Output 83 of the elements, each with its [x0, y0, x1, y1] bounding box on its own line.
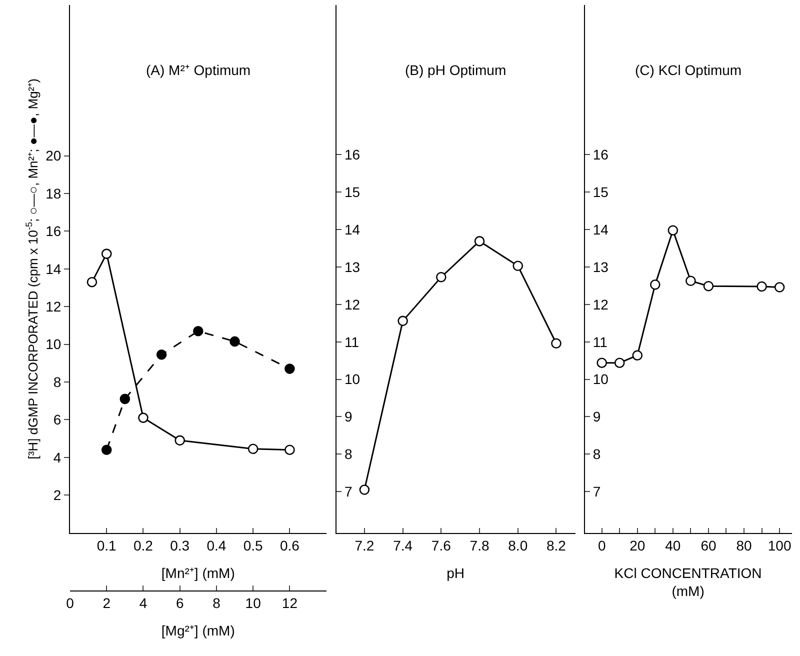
x-tick-label: 7.8	[470, 538, 490, 554]
y-tick-label: 18	[46, 185, 62, 202]
point	[774, 282, 785, 292]
y-tick-label: 9	[344, 408, 352, 425]
x2-tick-label: 8	[212, 595, 221, 612]
point	[138, 412, 148, 423]
x2-tick-label: 4	[139, 595, 148, 612]
x-tick-label: 8.0	[508, 538, 528, 554]
x-tick-label: 40	[665, 538, 681, 554]
point	[174, 435, 185, 446]
y-tick-label: 14	[344, 221, 360, 238]
point	[668, 225, 678, 236]
y-tick-label: 12	[592, 296, 609, 312]
y-tick-label: 10	[344, 371, 360, 388]
y-tick-label: 16	[46, 223, 62, 240]
point	[650, 279, 660, 290]
point	[436, 272, 446, 282]
y-tick-label: 8	[53, 374, 62, 390]
y-tick-label: 7	[592, 484, 601, 500]
y-tick-label: 15	[592, 184, 609, 200]
y-tick-label: 6	[53, 412, 62, 428]
point	[398, 316, 408, 326]
x-tick-label: 7.4	[393, 538, 413, 554]
point	[703, 280, 714, 292]
x-axis-title: [Mn²⁺] (mM)	[161, 564, 235, 581]
y-tick-label: 16	[344, 146, 360, 163]
y-tick-label: 8	[344, 446, 352, 462]
x-tick-label: 60	[700, 538, 716, 554]
x-axis-title: pH	[446, 564, 464, 581]
y-tick-label: 13	[592, 258, 609, 275]
x2-tick-label: 6	[176, 595, 184, 612]
x-tick-label: 8.2	[546, 538, 566, 554]
y-tick-label: 14	[46, 260, 62, 277]
y-tick-label: 13	[344, 258, 360, 275]
point	[551, 338, 562, 349]
point	[248, 444, 258, 454]
x-tick-label: 7.6	[431, 538, 452, 554]
text: (C) KCl Optimum	[635, 62, 742, 78]
y-tick-label: 12	[46, 298, 62, 314]
y-tick-label: 10	[592, 371, 609, 388]
point	[596, 358, 607, 368]
x2-axis-title: [Mg²⁺] (mM)	[161, 622, 235, 638]
y-tick-label: 9	[592, 408, 601, 425]
point	[632, 350, 643, 361]
x-tick-label: 7.2	[354, 538, 374, 554]
point	[86, 276, 98, 288]
y-tick-label: 15	[344, 184, 360, 200]
x-tick-label: 0.5	[243, 538, 264, 554]
y-tick-label: 4	[53, 449, 62, 466]
y-tick-label: 10	[46, 336, 62, 352]
y-tick-label: 11	[344, 334, 360, 350]
y-tick-label: 16	[592, 146, 609, 163]
y-tick-label: 8	[592, 446, 601, 462]
point	[359, 484, 370, 495]
point	[686, 276, 696, 286]
x-axis-title: KCl CONCENTRATION (mM)	[614, 564, 762, 600]
text: (A) M²⁺ Optimum	[146, 62, 251, 78]
x-tick-label: 0.2	[133, 538, 154, 554]
y-tick-label: 11	[592, 334, 608, 350]
y-tick-label: 7	[344, 484, 352, 500]
x2-tick-label: 0	[66, 595, 74, 612]
x-tick-label: 20	[630, 538, 646, 554]
x-tick-label: 100	[768, 538, 792, 554]
x-tick-label: 0.4	[206, 538, 226, 554]
x2-tick-label: 2	[102, 595, 111, 612]
y-tick-label: 14	[592, 221, 609, 238]
text: (B) pH Optimum	[405, 62, 506, 78]
x-tick-label: 0.6	[280, 538, 300, 554]
point	[756, 281, 767, 292]
x-tick-label: 0.1	[96, 538, 117, 554]
y-tick-label: 2	[53, 486, 62, 503]
x-tick-label: 80	[736, 538, 752, 554]
x2-tick-label: 12	[282, 595, 298, 612]
y-tick-label: 20	[46, 148, 62, 164]
x2-tick-label: 10	[245, 595, 262, 612]
point	[101, 248, 112, 259]
point	[614, 358, 625, 368]
point	[284, 444, 295, 455]
x-tick-label: 0.3	[170, 538, 190, 554]
point	[474, 236, 485, 246]
x-tick-label: 0	[598, 538, 606, 554]
y-tick-label: 12	[344, 296, 360, 312]
point	[512, 260, 524, 272]
